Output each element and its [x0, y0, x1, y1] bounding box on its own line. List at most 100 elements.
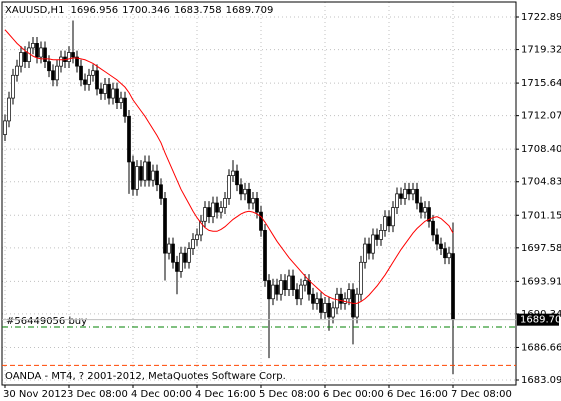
candle-body — [207, 207, 211, 218]
candle-body — [371, 234, 375, 254]
y-tick-label: 1715.645 — [521, 78, 561, 89]
candle-body — [67, 52, 71, 62]
candle-body — [235, 170, 239, 186]
price-label: 1689.709 — [520, 315, 561, 326]
candle-body — [383, 216, 387, 231]
y-tick-label: 1712.075 — [521, 111, 561, 122]
candle-body — [151, 170, 155, 181]
y-tick-label: 1701.155 — [521, 210, 561, 221]
candle-body — [3, 120, 7, 135]
price-box — [517, 313, 559, 326]
order-label: #56449056 buy — [6, 316, 87, 327]
candle-body — [123, 97, 127, 117]
candle-body — [275, 284, 279, 295]
candle-body — [103, 84, 107, 94]
candle-body — [423, 207, 427, 213]
candle-body — [131, 161, 135, 190]
candle-body — [355, 293, 359, 318]
x-tick-label: 3 Dec 08:00 — [67, 389, 128, 400]
candle-body — [135, 166, 139, 190]
candle-body — [395, 193, 399, 208]
candle-body — [439, 243, 443, 249]
candle-body — [243, 188, 247, 195]
candle-body — [299, 284, 303, 300]
candle-body — [399, 193, 403, 199]
symbol: XAUUSD,H1 — [5, 5, 64, 16]
candle-body — [363, 243, 367, 263]
candle-body — [31, 43, 35, 49]
y-tick-label: 1708.400 — [521, 144, 561, 155]
candle-body — [427, 207, 431, 222]
candle-body — [435, 234, 439, 245]
moving-average — [4, 29, 454, 304]
candle-body — [347, 289, 351, 300]
last-high: 1700.346 — [122, 5, 170, 16]
candle-body — [419, 202, 423, 213]
candle-body — [239, 184, 243, 195]
x-tick-label: 30 Nov 2012 — [3, 389, 67, 400]
candle-body — [315, 298, 319, 304]
candle-body — [219, 207, 223, 213]
x-tick-label: 5 Dec 08:00 — [259, 389, 320, 400]
candle-body — [71, 52, 75, 58]
candle-body — [159, 184, 163, 199]
y-tick-label: 1719.320 — [521, 45, 561, 56]
candle-body — [175, 261, 179, 272]
candle-body — [367, 243, 371, 254]
candle-body — [271, 284, 275, 300]
candle-body — [327, 302, 331, 318]
candle-body — [79, 65, 83, 81]
y-tick-label: 1686.665 — [521, 342, 561, 353]
candle-body — [187, 248, 191, 263]
x-tick-label: 6 Dec 00:00 — [323, 389, 384, 400]
candle-body — [359, 261, 363, 295]
y-tick-label: 1722.890 — [521, 12, 561, 23]
footer: OANDA - MT4, ? 2001-2012, MetaQuotes Sof… — [5, 371, 286, 382]
candle-body — [107, 84, 111, 99]
candle-body — [75, 56, 79, 67]
candle-body — [295, 289, 299, 300]
y-tick-label: 1683.095 — [521, 375, 561, 386]
candle-body — [391, 207, 395, 227]
candle-body — [411, 188, 415, 195]
candle-body — [259, 211, 263, 231]
candle-body — [47, 61, 51, 72]
x-tick-label: 4 Dec 00:00 — [131, 389, 192, 400]
candle-body — [95, 70, 99, 90]
last-low: 1683.758 — [174, 5, 222, 16]
candle-body — [291, 275, 295, 291]
candle-body — [203, 207, 207, 222]
y-tick-label: 1704.830 — [521, 177, 561, 188]
x-tick-label: 7 Dec 08:00 — [451, 389, 512, 400]
candle-body — [191, 239, 195, 249]
candle-body — [223, 198, 227, 208]
candle-body — [431, 220, 435, 236]
candle-body — [155, 170, 159, 186]
candle-body — [7, 97, 11, 122]
candle-body — [99, 88, 103, 94]
candle-body — [387, 216, 391, 227]
candle-body — [87, 74, 91, 85]
candle-body — [255, 198, 259, 213]
candle-body — [451, 253, 455, 321]
candle-body — [35, 43, 39, 58]
candle-body — [15, 65, 19, 76]
y-tick-label: 1693.910 — [521, 276, 561, 287]
candle-body — [311, 293, 315, 304]
candle-body — [51, 70, 55, 81]
candle-body — [167, 243, 171, 254]
candle-body — [251, 198, 255, 204]
candle-body — [227, 175, 231, 199]
candle-body — [319, 298, 323, 313]
candle-body — [163, 198, 167, 254]
plot-frame — [1, 1, 517, 386]
candle-body — [279, 280, 283, 295]
candle-body — [323, 302, 327, 313]
candle-body — [179, 252, 183, 272]
chart-title: XAUUSD,H1 1696.956 1700.346 1683.758 1689.70… — [5, 5, 273, 16]
candle-body — [283, 280, 287, 291]
candle-body — [415, 188, 419, 204]
candle-body — [27, 47, 31, 62]
candle-body — [139, 166, 143, 181]
